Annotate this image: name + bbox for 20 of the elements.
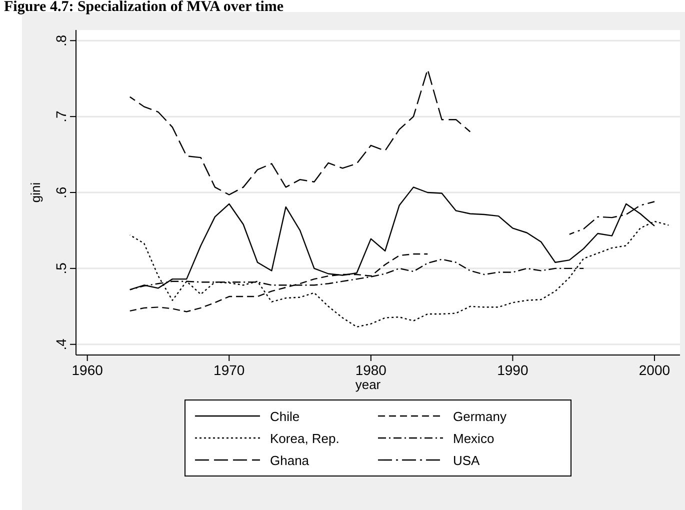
legend-label: USA [453,453,480,468]
x-tick-label: 1960 [72,362,104,378]
chart-title: Figure 4.7: Specialization of MVA over time [4,0,284,15]
x-tick-label: 1990 [497,362,528,378]
legend-label: Korea, Rep. [270,431,340,446]
y-tick-label: .8 [53,34,69,46]
x-tick-label: 1980 [355,362,387,378]
legend-label: Mexico [453,431,494,446]
y-tick-label: .4 [53,338,69,350]
legend-label: Ghana [270,453,310,468]
line-series [129,68,471,196]
y-axis-title: gini [28,182,43,203]
x-tick-label: 2000 [638,362,670,378]
x-tick-label: 1970 [214,362,245,378]
y-tick-label: .7 [53,110,69,122]
legend-label: Chile [270,409,300,424]
y-tick-label: .6 [53,186,69,198]
y-tick-label: .5 [53,262,69,274]
x-axis-title: year [355,377,382,392]
legend-label: Germany [453,409,507,424]
